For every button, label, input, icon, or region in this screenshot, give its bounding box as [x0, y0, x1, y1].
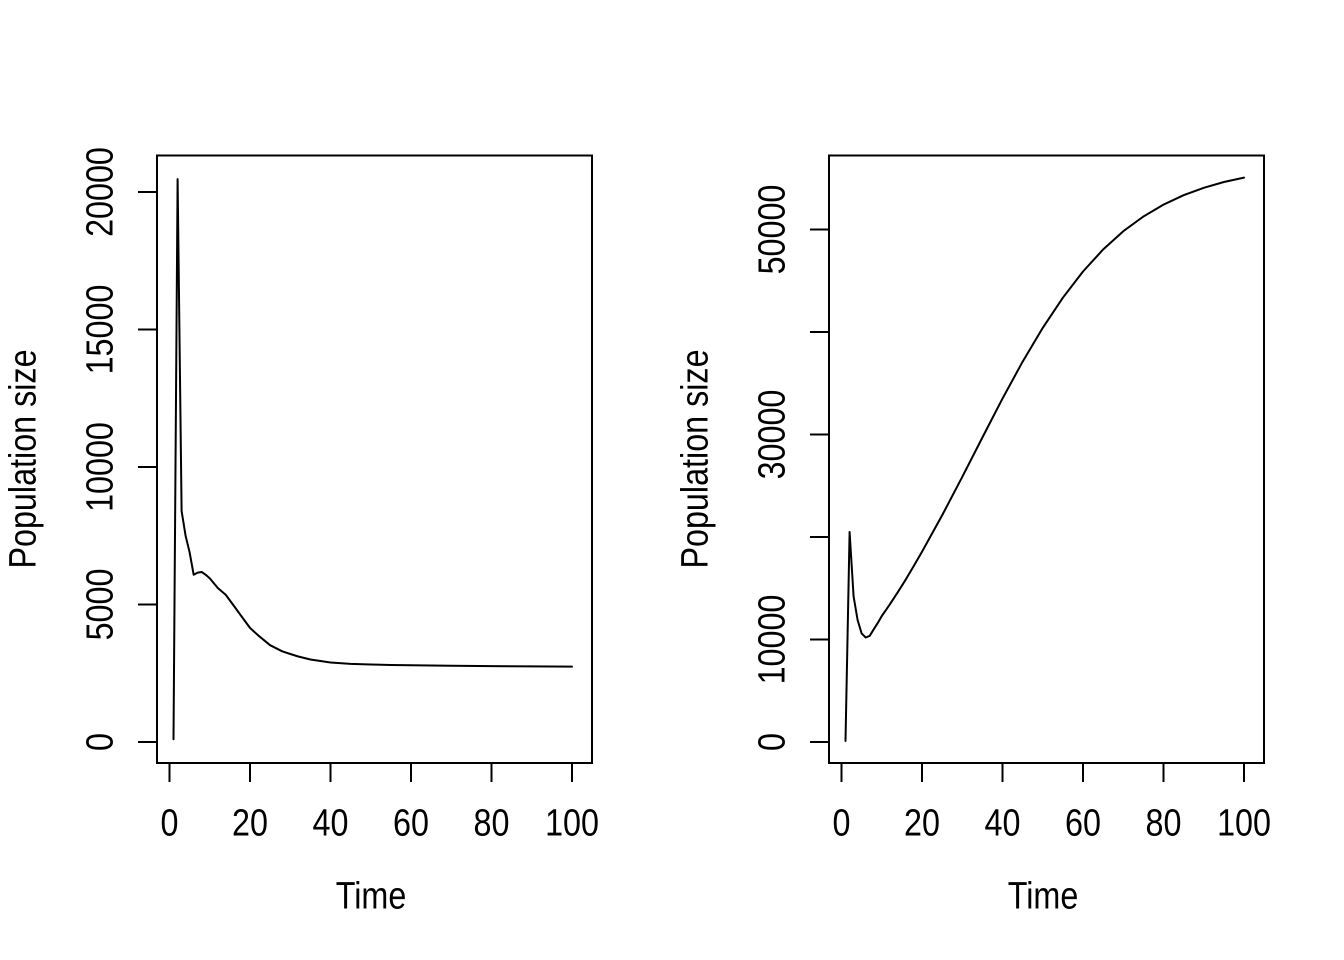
y-tick-label: 50000: [751, 185, 793, 275]
right-plot-panel: 0 20 40 60 80 100 0 10000 30000 50000 Time Popula…: [672, 0, 1344, 960]
y-tick-label: 20000: [79, 147, 121, 237]
population-curve: [172, 178, 573, 741]
y-tick-label: 5000: [79, 569, 121, 641]
right-x-axis-title: Time: [1007, 875, 1079, 918]
plot-box: [828, 154, 1265, 764]
x-tick-label: 40: [313, 802, 349, 844]
right-y-axis-title: Population size: [674, 349, 717, 569]
x-tick-label: 100: [545, 802, 599, 844]
y-tick-label: 0: [751, 733, 793, 751]
x-tick-label: 60: [1065, 802, 1101, 844]
x-tick-label: 80: [1146, 802, 1182, 844]
plot-box: [156, 154, 593, 764]
y-tick-label: 15000: [79, 285, 121, 375]
x-tick-label: 20: [232, 802, 268, 844]
left-x-axis-title: Time: [335, 875, 407, 918]
y-tick-label: 10000: [751, 595, 793, 685]
x-tick-label: 20: [904, 802, 940, 844]
x-tick-label: 0: [833, 802, 851, 844]
population-curve: [844, 176, 1245, 742]
y-tick-label: 0: [79, 733, 121, 751]
x-tick-label: 100: [1217, 802, 1271, 844]
x-tick-label: 0: [161, 802, 179, 844]
x-tick-label: 60: [393, 802, 429, 844]
right-plot-canvas: 0 20 40 60 80 100 0 10000 30000 50000: [751, 154, 1271, 844]
left-y-axis-title: Population size: [2, 349, 45, 569]
left-plot-canvas: 0 20 40 60 80 100 0 5000 10000 15000 20000: [79, 147, 599, 844]
y-tick-label: 10000: [79, 422, 121, 512]
x-tick-label: 40: [985, 802, 1021, 844]
left-plot-panel: 0 20 40 60 80 100 0 5000 10000 15000 20000 Time Po…: [2, 147, 599, 918]
y-tick-label: 30000: [751, 390, 793, 480]
x-tick-label: 80: [474, 802, 510, 844]
